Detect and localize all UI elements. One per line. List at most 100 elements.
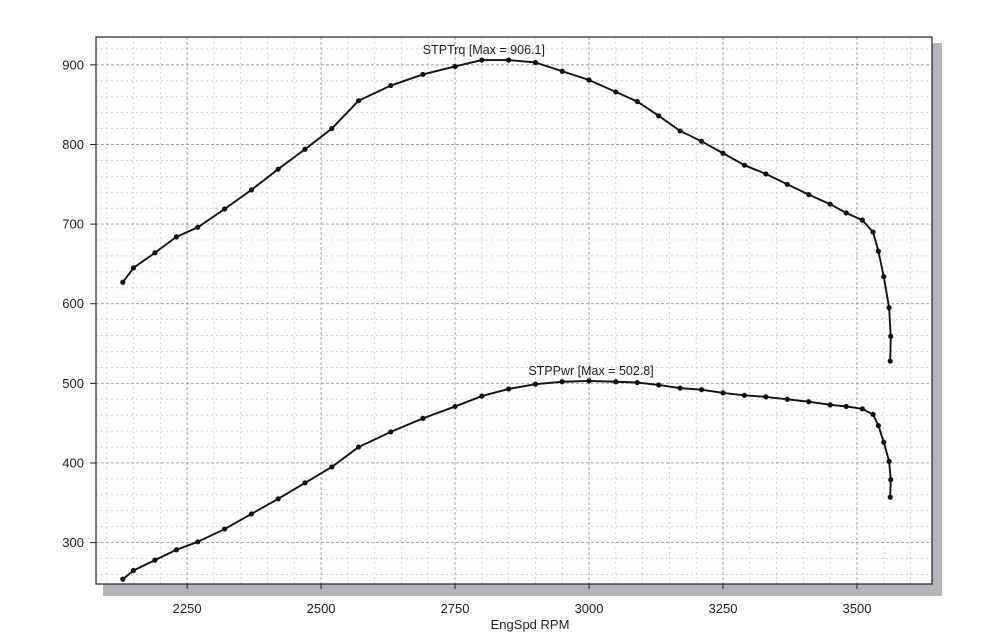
data-point-stppwr bbox=[452, 403, 458, 410]
series-label-stppwr: STPPwr [Max = 502.8] bbox=[528, 364, 653, 378]
data-point-stppwr bbox=[677, 385, 683, 391]
x-tick-label: 3500 bbox=[843, 601, 872, 616]
data-point-stptrq bbox=[741, 162, 748, 168]
data-point-stptrq bbox=[613, 89, 619, 95]
data-point-stptrq bbox=[479, 57, 485, 63]
data-point-stptrq bbox=[634, 98, 640, 105]
data-point-stppwr bbox=[248, 511, 255, 517]
data-point-stppwr bbox=[173, 547, 179, 553]
data-point-stppwr bbox=[827, 402, 833, 408]
data-point-stppwr bbox=[720, 390, 726, 396]
data-point-stppwr bbox=[656, 382, 662, 388]
data-point-stppwr bbox=[506, 386, 512, 392]
y-tick-label: 700 bbox=[62, 217, 84, 232]
y-tick-label: 500 bbox=[62, 376, 84, 391]
data-point-stptrq bbox=[152, 250, 158, 256]
data-point-stppwr bbox=[887, 494, 893, 500]
data-point-stptrq bbox=[887, 358, 893, 364]
data-point-stptrq bbox=[843, 210, 849, 216]
data-point-stptrq bbox=[388, 82, 394, 89]
data-point-stppwr bbox=[741, 392, 748, 398]
series-label-stptrq: STPTrq [Max = 906.1] bbox=[423, 43, 545, 57]
data-point-stppwr bbox=[355, 444, 362, 450]
series-line-stppwr bbox=[121, 380, 892, 581]
data-point-stptrq bbox=[763, 171, 769, 177]
data-point-stppwr bbox=[479, 393, 485, 399]
data-point-stptrq bbox=[859, 217, 865, 223]
data-point-stppwr bbox=[888, 477, 894, 483]
y-tick-label: 400 bbox=[62, 455, 84, 470]
data-point-stppwr bbox=[302, 480, 308, 486]
data-point-stptrq bbox=[329, 125, 335, 132]
data-point-stppwr bbox=[586, 378, 592, 384]
y-tick-label: 800 bbox=[62, 137, 84, 152]
data-point-stptrq bbox=[886, 305, 892, 311]
x-tick-label: 3250 bbox=[709, 601, 738, 616]
data-point-stppwr bbox=[559, 379, 565, 385]
data-point-stppwr bbox=[152, 557, 158, 563]
grid-major bbox=[96, 37, 932, 584]
data-point-stptrq bbox=[248, 187, 255, 193]
x-tick-label: 2250 bbox=[173, 601, 202, 616]
data-point-stppwr bbox=[870, 411, 876, 418]
data-point-stptrq bbox=[506, 57, 512, 63]
data-point-stppwr bbox=[698, 387, 705, 393]
data-point-stptrq bbox=[559, 68, 565, 74]
x-tick-label: 2500 bbox=[307, 601, 336, 616]
data-point-stppwr bbox=[130, 567, 137, 574]
x-axis-title: EngSpd RPM bbox=[491, 617, 570, 632]
data-point-stppwr bbox=[634, 379, 640, 386]
data-point-stppwr bbox=[222, 526, 228, 532]
series-layer: STPTrq [Max = 906.1] STPPwr [Max = 502.8] bbox=[120, 43, 894, 582]
data-point-stptrq bbox=[130, 265, 137, 271]
data-point-stppwr bbox=[275, 496, 281, 502]
data-point-stptrq bbox=[827, 201, 833, 207]
data-point-stppwr bbox=[886, 458, 892, 464]
series-stppwr: STPPwr [Max = 502.8] bbox=[120, 364, 894, 582]
data-point-stptrq bbox=[302, 146, 308, 152]
data-point-stppwr bbox=[881, 439, 887, 445]
data-point-stppwr bbox=[532, 381, 539, 387]
data-point-stppwr bbox=[120, 576, 126, 582]
data-point-stptrq bbox=[698, 138, 705, 144]
data-point-stptrq bbox=[275, 166, 281, 172]
data-point-stptrq bbox=[677, 128, 683, 134]
data-point-stptrq bbox=[195, 224, 201, 230]
data-point-stppwr bbox=[613, 379, 619, 385]
series-stptrq: STPTrq [Max = 906.1] bbox=[120, 43, 894, 364]
data-point-stptrq bbox=[222, 206, 228, 212]
plot-frame bbox=[95, 36, 933, 585]
data-point-stppwr bbox=[806, 399, 812, 405]
data-point-stptrq bbox=[888, 333, 894, 339]
data-point-stptrq bbox=[784, 181, 790, 187]
data-point-stptrq bbox=[120, 279, 126, 285]
data-point-stptrq bbox=[875, 248, 882, 254]
data-point-stppwr bbox=[843, 403, 849, 410]
x-tick-label: 3000 bbox=[575, 601, 604, 616]
y-axis: 300 400 500 600 700 800 900 bbox=[62, 57, 96, 550]
data-point-stptrq bbox=[355, 98, 362, 104]
data-point-stptrq bbox=[420, 71, 426, 78]
data-point-stptrq bbox=[806, 192, 812, 198]
y-tick-label: 600 bbox=[62, 296, 84, 311]
data-point-stptrq bbox=[720, 150, 726, 156]
data-point-stppwr bbox=[420, 415, 426, 421]
data-point-stptrq bbox=[870, 229, 876, 235]
data-point-stppwr bbox=[784, 396, 790, 402]
data-point-stptrq bbox=[173, 234, 179, 240]
data-point-stptrq bbox=[881, 274, 887, 280]
data-point-stptrq bbox=[452, 63, 458, 70]
data-point-stppwr bbox=[859, 406, 865, 412]
x-axis: 2250 2500 2750 3000 3250 3500 bbox=[173, 584, 872, 616]
y-tick-label: 900 bbox=[62, 57, 84, 72]
series-line-stptrq bbox=[121, 59, 892, 363]
x-tick-label: 2750 bbox=[441, 601, 470, 616]
data-point-stptrq bbox=[586, 77, 592, 83]
data-point-stppwr bbox=[388, 429, 394, 435]
plot-area bbox=[96, 37, 932, 584]
data-point-stppwr bbox=[763, 394, 769, 400]
data-point-stppwr bbox=[329, 464, 335, 470]
data-point-stptrq bbox=[532, 59, 539, 66]
